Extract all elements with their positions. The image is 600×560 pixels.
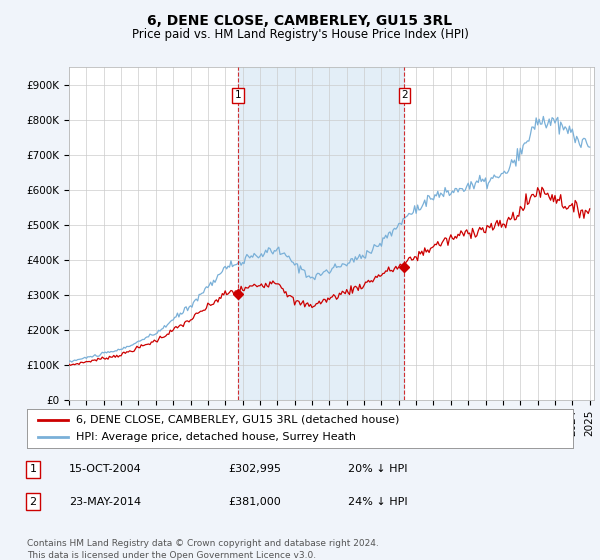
Text: HPI: Average price, detached house, Surrey Heath: HPI: Average price, detached house, Surr… <box>76 432 356 442</box>
Text: Contains HM Land Registry data © Crown copyright and database right 2024.
This d: Contains HM Land Registry data © Crown c… <box>27 539 379 559</box>
Text: 6, DENE CLOSE, CAMBERLEY, GU15 3RL (detached house): 6, DENE CLOSE, CAMBERLEY, GU15 3RL (deta… <box>76 415 400 425</box>
Text: 1: 1 <box>29 464 37 474</box>
Text: 2: 2 <box>401 90 408 100</box>
Text: £381,000: £381,000 <box>228 497 281 507</box>
Text: 1: 1 <box>235 90 242 100</box>
Text: 23-MAY-2014: 23-MAY-2014 <box>69 497 141 507</box>
Text: 6, DENE CLOSE, CAMBERLEY, GU15 3RL: 6, DENE CLOSE, CAMBERLEY, GU15 3RL <box>148 14 452 28</box>
Text: 15-OCT-2004: 15-OCT-2004 <box>69 464 142 474</box>
Bar <box>238 67 404 400</box>
Text: £302,995: £302,995 <box>228 464 281 474</box>
Text: 2: 2 <box>29 497 37 507</box>
Text: 20% ↓ HPI: 20% ↓ HPI <box>348 464 407 474</box>
Text: 24% ↓ HPI: 24% ↓ HPI <box>348 497 407 507</box>
Text: Price paid vs. HM Land Registry's House Price Index (HPI): Price paid vs. HM Land Registry's House … <box>131 28 469 41</box>
